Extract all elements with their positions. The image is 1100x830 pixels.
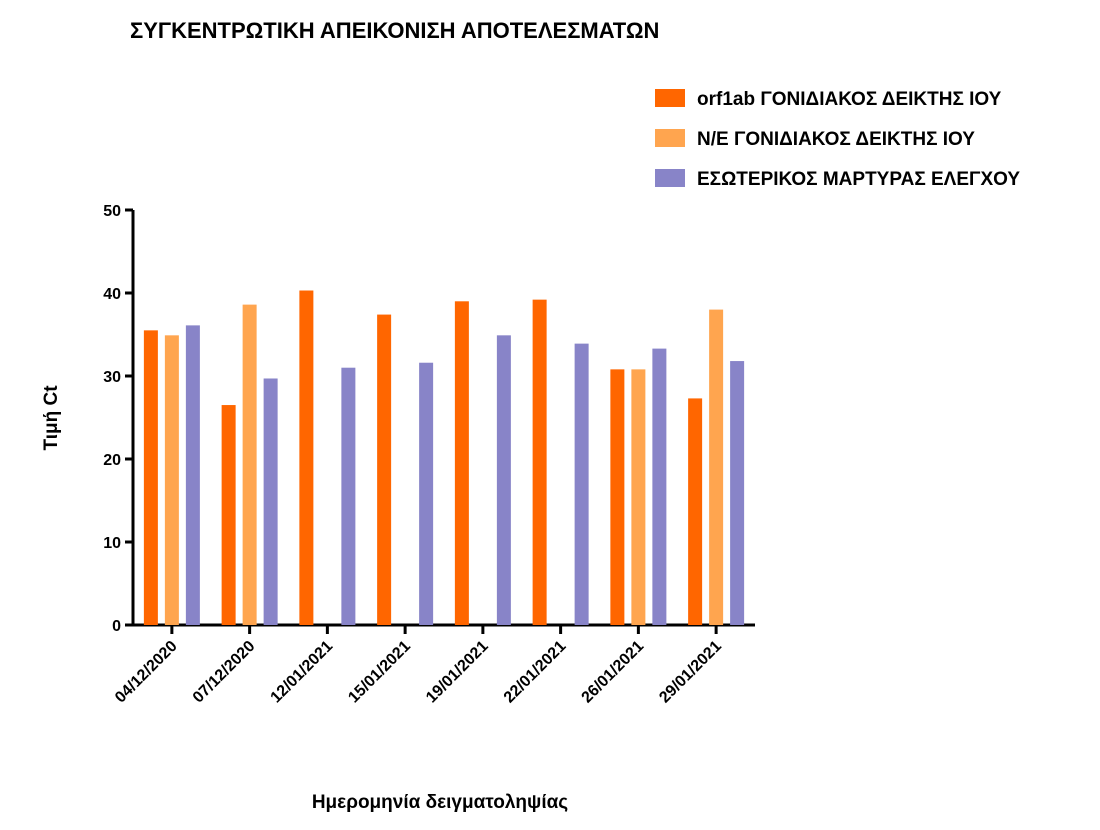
bar	[496, 335, 511, 625]
legend: orf1ab ΓΟΝΙΔΙΑΚΟΣ ΔΕΙΚΤΗΣ ΙΟΥ N/E ΓΟΝΙΔΙΑ…	[655, 89, 1020, 190]
y-tick-label: 30	[103, 369, 121, 386]
bar	[341, 367, 356, 625]
x-tick-label: 15/01/2021	[345, 638, 414, 707]
bar	[688, 398, 703, 625]
bar	[419, 362, 434, 625]
bar	[610, 369, 625, 625]
y-axis-label: Τιμή Ct	[41, 385, 62, 451]
bar	[709, 309, 724, 625]
x-tick-label: 07/12/2020	[190, 638, 259, 707]
chart-title: ΣΥΓΚΕΝΤΡΩΤΙΚΗ ΑΠΕΙΚΟΝΙΣΗ ΑΠΟΤΕΛΕΣΜΑΤΩΝ	[130, 18, 659, 43]
bar	[574, 343, 589, 625]
x-tick-label: 29/01/2021	[656, 638, 725, 707]
y-tick-label: 0	[112, 618, 121, 635]
bar	[377, 314, 392, 625]
bar	[652, 348, 667, 625]
bar	[532, 299, 547, 625]
bar	[221, 405, 236, 625]
bar	[263, 378, 278, 625]
y-axis: 0 10 20 30 40 50	[103, 203, 135, 635]
legend-swatch	[655, 129, 685, 147]
bar	[454, 301, 469, 625]
x-tick-label: 19/01/2021	[423, 638, 492, 707]
bars	[143, 290, 745, 625]
bar	[143, 330, 158, 625]
legend-swatch	[655, 169, 685, 187]
x-tick-label: 04/12/2020	[112, 638, 181, 707]
bar	[631, 369, 646, 625]
bar	[185, 325, 200, 625]
x-tick-label: 26/01/2021	[579, 638, 648, 707]
x-axis: 04/12/2020 07/12/2020 12/01/2021 15/01/2021…	[112, 623, 755, 707]
legend-swatch	[655, 89, 685, 107]
bar	[299, 290, 314, 625]
y-tick-label: 50	[103, 203, 121, 220]
y-tick-label: 10	[103, 535, 121, 552]
y-tick-label: 40	[103, 286, 121, 303]
x-tick-label: 12/01/2021	[268, 638, 337, 707]
legend-label: orf1ab ΓΟΝΙΔΙΑΚΟΣ ΔΕΙΚΤΗΣ ΙΟΥ	[697, 89, 1002, 110]
y-tick-label: 20	[103, 452, 121, 469]
bar	[730, 361, 745, 625]
bar	[242, 304, 257, 625]
x-tick-label: 22/01/2021	[501, 638, 570, 707]
legend-label: ΕΣΩΤΕΡΙΚΟΣ ΜΑΡΤΥΡΑΣ ΕΛΕΓΧΟΥ	[697, 169, 1020, 190]
bar	[164, 335, 179, 625]
x-axis-label: Ημερομηνία δειγματοληψίας	[312, 792, 568, 813]
legend-label: N/E ΓΟΝΙΔΙΑΚΟΣ ΔΕΙΚΤΗΣ ΙΟΥ	[697, 129, 975, 150]
